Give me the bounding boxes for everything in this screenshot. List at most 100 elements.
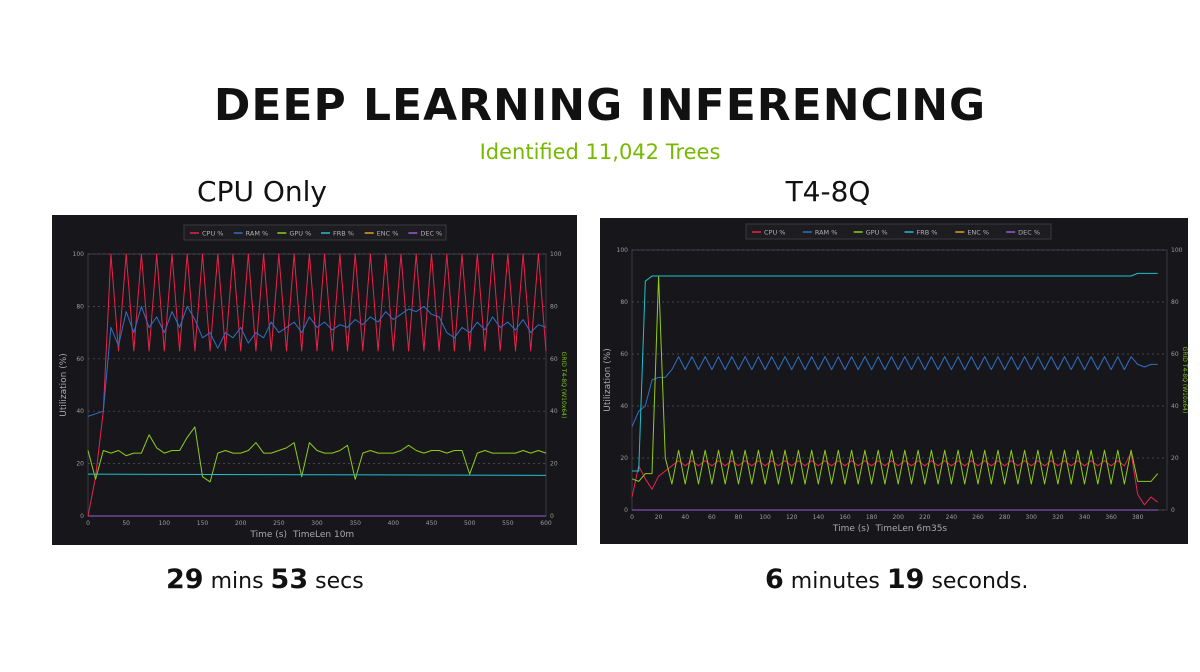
x-tick-label: 600 [540, 520, 552, 527]
y-axis-label: Utilization (%) [603, 348, 613, 412]
y-tick-label: 60 [76, 356, 84, 363]
legend-label[interactable]: RAM % [815, 229, 838, 237]
x-tick-label: 300 [1026, 514, 1038, 521]
y2-tick-label: 0 [550, 513, 554, 520]
x-tick-label: 280 [999, 514, 1011, 521]
x-tick-label: 140 [813, 514, 825, 521]
y-tick-label: 0 [624, 507, 628, 514]
legend-label[interactable]: ENC % [377, 230, 399, 238]
x-tick-label: 320 [1052, 514, 1064, 521]
x-tick-label: 500 [464, 520, 476, 527]
legend [183, 224, 447, 241]
duration-seconds-unit: secs [315, 569, 364, 594]
y2-tick-label: 60 [1171, 351, 1179, 358]
slide-title: DEEP LEARNING INFERENCING [213, 80, 987, 131]
cpu-only-utilization-chart: 0 0 20 20 40 40 60 60 80 80 100 100 0 50 100 150 200 250 3… [52, 215, 577, 545]
series-line-frb [632, 272, 1158, 472]
y-tick-label: 60 [620, 351, 628, 358]
y-tick-label: 20 [76, 461, 84, 468]
y-tick-label: 100 [617, 247, 629, 254]
legend-label[interactable]: DEC % [420, 230, 442, 238]
legend [745, 223, 1052, 240]
x-tick-label: 20 [655, 514, 663, 521]
x-tick-label: 380 [1132, 514, 1144, 521]
x-tick-label: 200 [235, 520, 247, 527]
duration-seconds: 53 [270, 564, 309, 595]
x-tick-label: 100 [159, 520, 171, 527]
x-tick-label: 60 [708, 514, 716, 521]
duration-seconds-unit: seconds. [931, 569, 1029, 594]
series-line-cpu [87, 253, 547, 517]
x-tick-label: 220 [919, 514, 931, 521]
series-line-gpu [631, 275, 1159, 485]
duration-minutes-unit: mins [210, 569, 264, 594]
panel-title-cpu: CPU Only [197, 175, 327, 208]
y2-tick-label: 40 [550, 408, 558, 415]
x-tick-label: 360 [1105, 514, 1117, 521]
timelen-label: TimeLen 6m35s [875, 524, 948, 534]
series-line-ram [631, 356, 1158, 427]
legend-label[interactable]: CPU % [764, 229, 785, 237]
series-line-gpu [87, 426, 547, 483]
x-axis-label: Time (s) [832, 524, 870, 534]
panel-title-t4: T4-8Q [785, 175, 871, 208]
y2-tick-label: 100 [1171, 247, 1183, 254]
y-tick-label: 20 [620, 455, 628, 462]
t4-utilization-chart: 0 0 20 20 40 40 60 60 80 80 100 100 0 20 40 60 80 100 120 1… [600, 218, 1188, 544]
series-line-frb [87, 473, 547, 476]
series-line-cpu [631, 452, 1159, 506]
legend-label[interactable]: FRB % [917, 229, 938, 237]
x-tick-label: 50 [122, 520, 130, 527]
x-tick-label: 350 [349, 520, 361, 527]
cpu-only-duration: 29 mins 53 secs [166, 564, 364, 595]
x-tick-label: 0 [630, 514, 634, 521]
legend-label[interactable]: GPU % [866, 229, 888, 237]
legend-label[interactable]: RAM % [246, 230, 269, 238]
y2-tick-label: 20 [1171, 455, 1179, 462]
x-tick-label: 250 [273, 520, 285, 527]
x-tick-label: 200 [892, 514, 904, 521]
timelen-label: TimeLen 10m [292, 530, 354, 540]
x-tick-label: 180 [866, 514, 878, 521]
duration-seconds: 19 [886, 564, 925, 595]
y-tick-label: 40 [76, 408, 84, 415]
x-tick-label: 40 [681, 514, 689, 521]
legend-label[interactable]: DEC % [1018, 229, 1040, 237]
x-tick-label: 150 [197, 520, 209, 527]
x-tick-label: 120 [786, 514, 798, 521]
legend-label[interactable]: CPU % [202, 230, 223, 238]
legend-label[interactable]: ENC % [967, 229, 989, 237]
y2-tick-label: 0 [1171, 507, 1175, 514]
y-tick-label: 100 [73, 251, 85, 258]
y2-tick-label: 40 [1171, 403, 1179, 410]
y-tick-label: 0 [80, 513, 84, 520]
series-line-ram [87, 305, 547, 417]
y-tick-label: 80 [620, 299, 628, 306]
duration-minutes: 6 [765, 564, 784, 595]
y2-tick-label: 80 [1171, 299, 1179, 306]
slide-subtitle: Identified 11,042 Trees [479, 140, 721, 164]
legend-label[interactable]: GPU % [289, 230, 311, 238]
x-tick-label: 450 [426, 520, 438, 527]
x-tick-label: 260 [972, 514, 984, 521]
x-tick-label: 400 [388, 520, 400, 527]
x-tick-label: 550 [502, 520, 514, 527]
y2-tick-label: 20 [550, 461, 558, 468]
x-tick-label: 340 [1079, 514, 1091, 521]
y-tick-label: 40 [620, 403, 628, 410]
t4-duration: 6 minutes 19 seconds. [765, 564, 1028, 595]
x-tick-label: 160 [839, 514, 851, 521]
y2-axis-label: GRID T4-8Q (W10x64) [560, 352, 567, 419]
y-tick-label: 80 [76, 303, 84, 310]
plot-area [87, 253, 547, 517]
x-tick-label: 0 [86, 520, 90, 527]
x-tick-label: 300 [311, 520, 323, 527]
y2-tick-label: 60 [550, 356, 558, 363]
x-tick-label: 80 [735, 514, 743, 521]
y2-tick-label: 80 [550, 303, 558, 310]
y2-axis-label: GRID T4-8Q (W10x64) [1181, 347, 1188, 414]
duration-minutes: 29 [166, 564, 204, 595]
legend-label[interactable]: FRB % [333, 230, 354, 238]
duration-minutes-unit: minutes [790, 569, 880, 594]
